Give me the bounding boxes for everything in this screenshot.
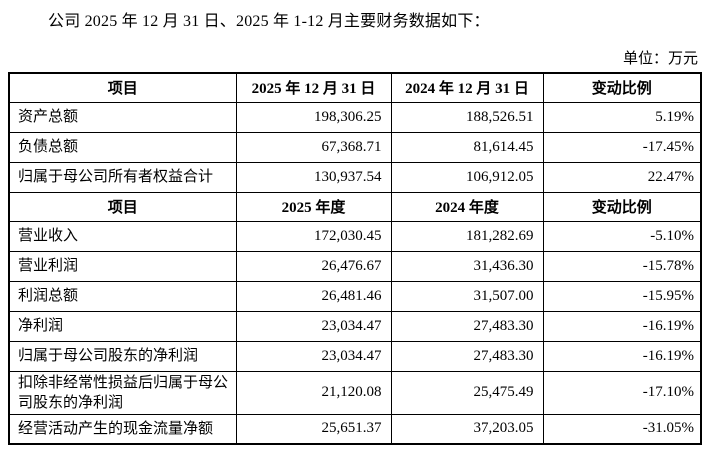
change-value: -17.45% xyxy=(542,131,702,163)
header-2025-period: 2025 年度 xyxy=(235,191,392,222)
table-row: 利润总额 26,481.46 31,507.00 -15.95% xyxy=(8,280,702,312)
value-2025: 67,368.71 xyxy=(235,131,392,163)
row-label: 归属于母公司所有者权益合计 xyxy=(8,161,237,193)
row-label: 营业收入 xyxy=(8,220,237,252)
value-2025: 172,030.45 xyxy=(235,220,392,252)
document-intro-text: 公司 2025 年 12 月 31 日、2025 年 1-12 月主要财务数据如… xyxy=(48,13,490,30)
table-row: 营业利润 26,476.67 31,436.30 -15.78% xyxy=(8,250,702,282)
change-value: -17.10% xyxy=(542,370,702,415)
value-2024: 37,203.05 xyxy=(390,413,544,445)
row-label: 资产总额 xyxy=(8,101,237,133)
row-label: 归属于母公司股东的净利润 xyxy=(8,340,237,372)
table-row: 负债总额 67,368.71 81,614.45 -17.45% xyxy=(8,131,702,163)
table-row: 归属于母公司股东的净利润 23,034.47 27,483.30 -16.19% xyxy=(8,340,702,372)
row-label: 净利润 xyxy=(8,310,237,342)
table-row: 经营活动产生的现金流量净额 25,651.37 37,203.05 -31.05… xyxy=(8,413,702,445)
change-value: 22.47% xyxy=(542,161,702,193)
value-2024: 27,483.30 xyxy=(390,310,544,342)
change-value: -16.19% xyxy=(542,340,702,372)
row-label: 经营活动产生的现金流量净额 xyxy=(8,413,237,445)
value-2025: 26,476.67 xyxy=(235,250,392,282)
value-2024: 188,526.51 xyxy=(390,101,544,133)
value-2024: 81,614.45 xyxy=(390,131,544,163)
header-item: 项目 xyxy=(8,191,237,222)
table-row: 扣除非经常性损益后归属于母公司股东的净利润 21,120.08 25,475.4… xyxy=(8,370,702,415)
value-2025: 23,034.47 xyxy=(235,340,392,372)
unit-label: 单位：万元 xyxy=(622,51,698,67)
header-change-ratio: 变动比例 xyxy=(542,72,702,103)
value-2025: 198,306.25 xyxy=(235,101,392,133)
row-label: 营业利润 xyxy=(8,250,237,282)
section1-header-row: 项目 2025 年 12 月 31 日 2024 年 12 月 31 日 变动比… xyxy=(8,72,702,103)
value-2024: 31,507.00 xyxy=(390,280,544,312)
table-row: 净利润 23,034.47 27,483.30 -16.19% xyxy=(8,310,702,342)
financial-data-table: 项目 2025 年 12 月 31 日 2024 年 12 月 31 日 变动比… xyxy=(8,72,702,445)
value-2025: 21,120.08 xyxy=(235,370,392,415)
value-2024: 27,483.30 xyxy=(390,340,544,372)
table-row: 资产总额 198,306.25 188,526.51 5.19% xyxy=(8,101,702,133)
value-2024: 25,475.49 xyxy=(390,370,544,415)
table-row: 营业收入 172,030.45 181,282.69 -5.10% xyxy=(8,220,702,252)
change-value: 5.19% xyxy=(542,101,702,133)
value-2024: 31,436.30 xyxy=(390,250,544,282)
table-row: 归属于母公司所有者权益合计 130,937.54 106,912.05 22.4… xyxy=(8,161,702,193)
header-2024-date: 2024 年 12 月 31 日 xyxy=(390,72,544,103)
row-label: 负债总额 xyxy=(8,131,237,163)
change-value: -15.95% xyxy=(542,280,702,312)
row-label: 扣除非经常性损益后归属于母公司股东的净利润 xyxy=(8,370,237,415)
value-2025: 130,937.54 xyxy=(235,161,392,193)
change-value: -15.78% xyxy=(542,250,702,282)
value-2024: 106,912.05 xyxy=(390,161,544,193)
header-item: 项目 xyxy=(8,72,237,103)
change-value: -31.05% xyxy=(542,413,702,445)
section2-header-row: 项目 2025 年度 2024 年度 变动比例 xyxy=(8,191,702,222)
header-2025-date: 2025 年 12 月 31 日 xyxy=(235,72,392,103)
value-2025: 25,651.37 xyxy=(235,413,392,445)
value-2025: 26,481.46 xyxy=(235,280,392,312)
value-2025: 23,034.47 xyxy=(235,310,392,342)
row-label: 利润总额 xyxy=(8,280,237,312)
header-2024-period: 2024 年度 xyxy=(390,191,544,222)
header-change-ratio: 变动比例 xyxy=(542,191,702,222)
change-value: -5.10% xyxy=(542,220,702,252)
change-value: -16.19% xyxy=(542,310,702,342)
value-2024: 181,282.69 xyxy=(390,220,544,252)
